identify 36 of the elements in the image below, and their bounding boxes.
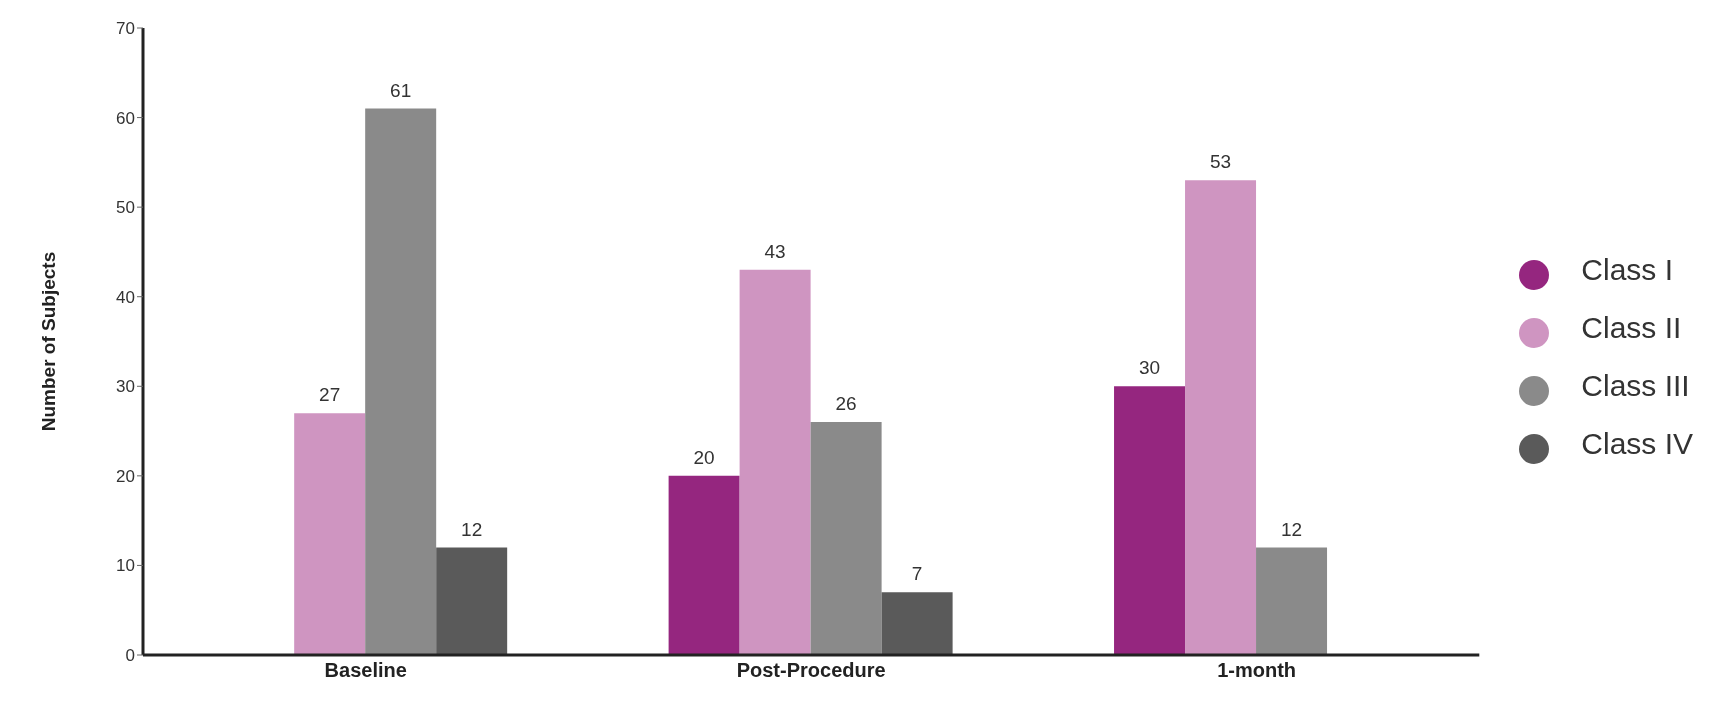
y-tick-label: 50 [116,198,135,218]
bar [365,108,437,655]
x-tick-label: 1-month [1217,659,1297,682]
y-tick-label: 70 [116,19,135,39]
y-tick-label: 0 [125,646,135,666]
y-tick-label: 10 [116,556,135,576]
data-label: 30 [1138,357,1161,379]
data-label: 7 [911,563,923,585]
bar [1256,547,1328,655]
x-tick-label: Post-Procedure [736,659,886,682]
legend-label: Class IV [1581,426,1693,460]
bar [810,422,882,655]
y-tick-label: 30 [116,377,135,397]
data-label: 43 [764,240,786,262]
y-axis-title: Number of Subjects [37,251,59,432]
bar [1185,180,1257,655]
data-label: 26 [835,393,857,415]
bar [1114,386,1186,655]
y-tick-label: 40 [116,287,135,307]
bar [436,547,508,655]
data-label: 12 [461,518,483,540]
bar [668,475,740,655]
data-label: 27 [319,384,341,406]
data-label: 12 [1280,518,1303,540]
x-tick-label: Baseline [324,659,407,682]
data-label: 61 [390,79,412,101]
legend-label: Class III [1581,368,1690,402]
legend-label: Class II [1581,310,1682,344]
bar [739,269,811,655]
data-label: 20 [693,446,715,468]
y-tick-label: 20 [116,466,135,486]
legend-label: Class I [1581,252,1673,286]
bar [294,413,366,655]
y-tick-label: 60 [116,108,135,128]
bar [881,592,953,655]
data-label: 53 [1209,151,1232,173]
